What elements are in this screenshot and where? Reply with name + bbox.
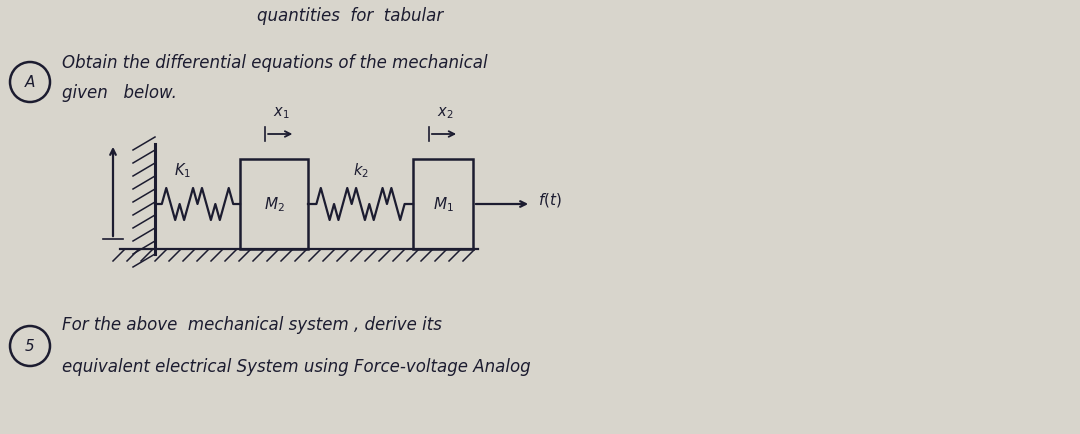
Bar xyxy=(240,160,308,250)
Text: $f(t)$: $f(t)$ xyxy=(538,191,562,208)
Text: A: A xyxy=(25,76,36,90)
Text: given   below.: given below. xyxy=(62,84,177,102)
Text: $M_2$: $M_2$ xyxy=(264,195,284,214)
Text: $x_1$: $x_1$ xyxy=(273,105,289,120)
Text: $k_2$: $k_2$ xyxy=(352,161,368,179)
Text: For the above  mechanical system , derive its: For the above mechanical system , derive… xyxy=(62,315,442,333)
Text: 5: 5 xyxy=(25,339,35,354)
Text: quantities  for  tabular: quantities for tabular xyxy=(257,7,443,25)
Text: $M_1$: $M_1$ xyxy=(433,195,454,214)
Text: equivalent electrical System using Force-voltage Analog: equivalent electrical System using Force… xyxy=(62,357,530,375)
Bar xyxy=(413,160,473,250)
Text: $x_2$: $x_2$ xyxy=(436,105,454,120)
Text: Obtain the differential equations of the mechanical: Obtain the differential equations of the… xyxy=(62,54,488,72)
Text: $K_1$: $K_1$ xyxy=(174,161,191,179)
